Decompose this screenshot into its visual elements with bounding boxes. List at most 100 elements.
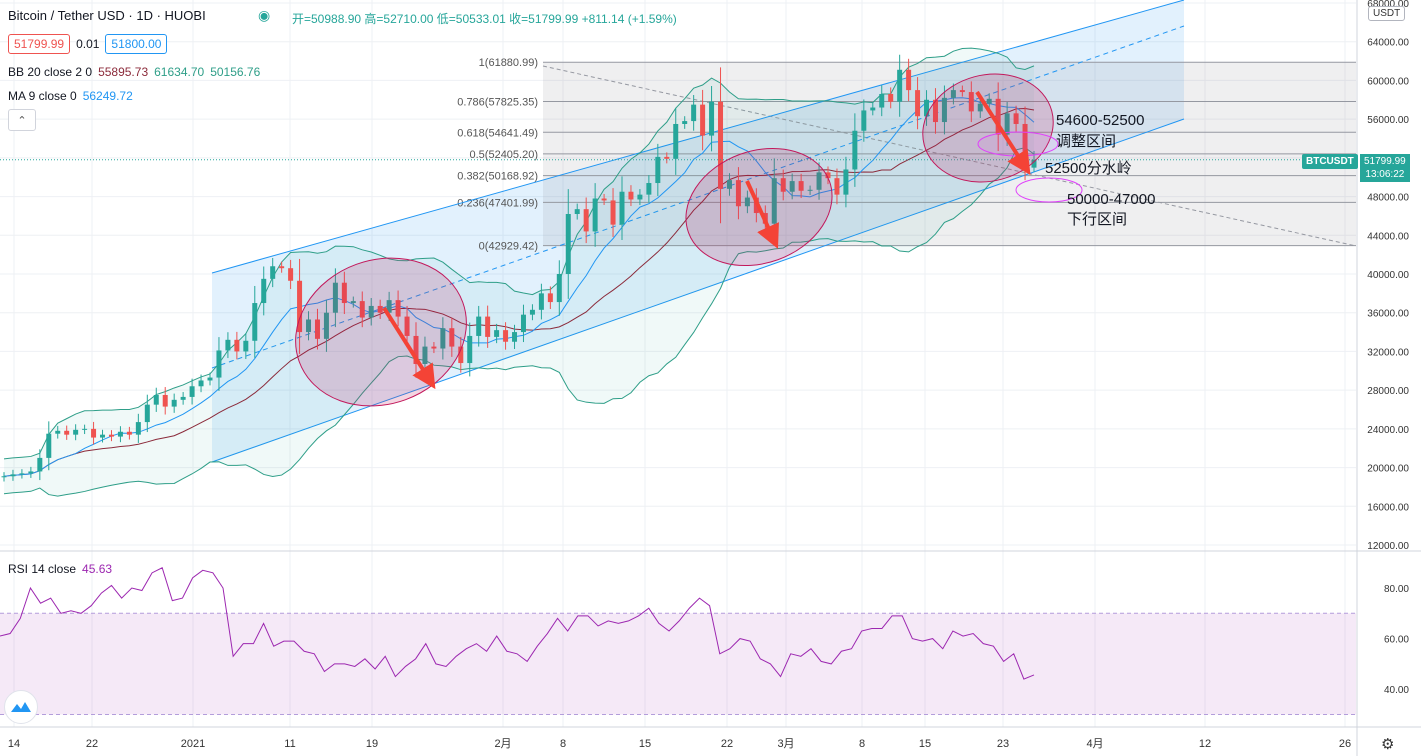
candle-body — [977, 103, 983, 112]
candle-body — [1022, 123, 1028, 163]
candle-body — [37, 457, 43, 472]
candle-body — [10, 474, 16, 477]
candle-body — [664, 156, 670, 159]
candle-body — [538, 293, 544, 310]
candle-body — [932, 99, 938, 123]
candle-body — [28, 471, 34, 474]
price-axis-tick: 24000.00 — [1367, 425, 1409, 436]
rsi-band — [0, 613, 1356, 715]
rsi-value: 45.63 — [82, 562, 113, 576]
candle-body — [91, 428, 97, 438]
annotation-text: 52500分水岭 — [1045, 160, 1132, 177]
candle-body — [64, 430, 70, 435]
rsi-axis-tick: 60.00 — [1384, 635, 1409, 646]
candle-body — [888, 93, 894, 102]
price-axis-tick: 68000.00 — [1367, 0, 1409, 10]
price-axis-tick: 44000.00 — [1367, 231, 1409, 242]
rsi-label: RSI 14 close — [8, 562, 77, 576]
bb-basis-value: 55895.73 — [98, 65, 149, 79]
candle-body — [861, 110, 867, 131]
chevron-up-icon: ⌃ — [17, 114, 27, 127]
candle-body — [628, 191, 634, 200]
candle-body — [807, 189, 813, 191]
candle-body — [485, 316, 491, 337]
time-axis-tick: 12 — [1199, 738, 1211, 750]
candle-body — [395, 300, 401, 317]
candle-body — [46, 433, 52, 458]
candle-body — [117, 431, 123, 437]
time-axis-tick: 8 — [560, 738, 566, 750]
candle-body — [924, 99, 930, 117]
candle-body — [216, 350, 222, 378]
ohlc-values: 开=50988.90 高=52710.00 低=50533.01 收=51799… — [292, 12, 677, 26]
candle-body — [171, 399, 177, 407]
candle-body — [306, 319, 312, 333]
candle-body — [718, 101, 724, 189]
bb-label: BB 20 close 2 0 — [8, 65, 93, 79]
time-axis-tick: 14 — [8, 738, 20, 750]
channel-mid-line — [211, 25, 1185, 369]
candle-body — [637, 194, 643, 200]
ask-price[interactable]: 51800.00 — [105, 34, 168, 54]
candle-body — [440, 328, 446, 349]
bb-fill — [4, 48, 1034, 497]
candle-body — [915, 90, 921, 117]
candle-body — [350, 301, 356, 304]
candle-body — [986, 98, 992, 104]
symbol-title[interactable]: Bitcoin / Tether USD · 1D · HUOBI — [8, 8, 206, 23]
candle-body — [467, 335, 473, 364]
candle-body — [771, 178, 777, 224]
price-axis-tick: 32000.00 — [1367, 347, 1409, 358]
candle-body — [73, 429, 79, 435]
spread-value: 0.01 — [76, 37, 100, 51]
collapse-legend-button[interactable]: ⌃ — [8, 109, 36, 131]
bid-price[interactable]: 51799.99 — [8, 34, 71, 54]
time-axis-tick: 2月 — [494, 738, 511, 750]
bb-legend[interactable]: BB 20 close 2 0 55895.73 61634.70 50156.… — [8, 65, 260, 79]
price-axis-tick: 48000.00 — [1367, 193, 1409, 204]
time-axis-tick: 19 — [366, 738, 378, 750]
rsi-legend[interactable]: RSI 14 close 45.63 — [8, 562, 112, 576]
candle-body — [162, 394, 168, 407]
candle-body — [494, 330, 500, 337]
channel-upper-line — [211, 0, 1185, 274]
tradingview-logo-icon[interactable] — [4, 690, 38, 724]
rsi-axis-tick: 40.00 — [1384, 685, 1409, 696]
candle-body — [574, 209, 580, 214]
candle-body — [1, 476, 7, 478]
candle-body — [941, 97, 947, 123]
candle-body — [126, 431, 132, 435]
candle-body — [368, 305, 374, 318]
fib-level-label: 0.382(50168.92) — [457, 171, 538, 183]
candle-body — [744, 197, 750, 207]
candle-body — [646, 183, 652, 195]
candle-body — [529, 309, 535, 315]
time-axis-tick: 26 — [1339, 738, 1351, 750]
fib-level-label: 0.5(52405.20) — [470, 149, 539, 161]
candle-body — [19, 473, 25, 475]
time-axis-tick: 22 — [86, 738, 98, 750]
candle-body — [583, 209, 589, 232]
gear-icon[interactable]: ⚙ — [1381, 736, 1395, 753]
last-price-tag: 51799.99 13:06:22 — [1360, 154, 1410, 182]
bb-lower-value: 50156.76 — [210, 65, 261, 79]
candle-body — [673, 123, 679, 159]
candle-body — [100, 434, 106, 438]
candle-body — [135, 422, 141, 435]
candle-body — [458, 346, 464, 364]
candle-body — [180, 396, 186, 400]
currency-badge[interactable]: USDT — [1368, 6, 1406, 21]
fib-level-label: 0.236(47401.99) — [457, 197, 538, 209]
time-axis-tick: 11 — [284, 738, 295, 750]
channel-fill — [212, 0, 1184, 462]
candle-body — [225, 339, 231, 351]
candle-body — [789, 181, 795, 192]
candle-body — [735, 180, 741, 207]
down-zone-ellipse — [1015, 177, 1083, 203]
candle-body — [332, 282, 338, 313]
fib-level-label: 1(61880.99) — [479, 57, 538, 69]
time-axis-tick: 2021 — [181, 738, 205, 750]
ma-legend[interactable]: MA 9 close 0 56249.72 — [8, 89, 133, 103]
candle-body — [950, 90, 956, 98]
